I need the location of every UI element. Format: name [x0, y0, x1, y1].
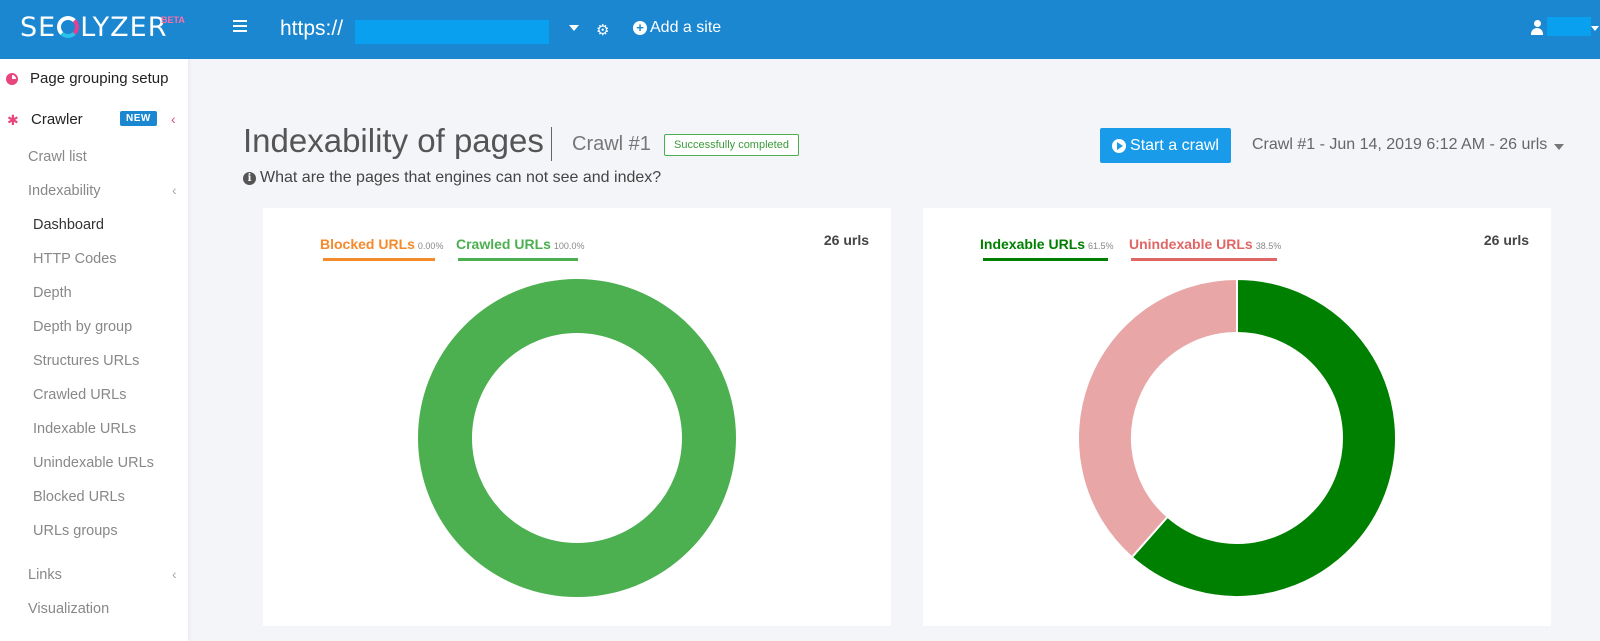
sidebar-subitem-crawled-urls[interactable]: Crawled URLs	[33, 387, 127, 403]
user-caret-icon[interactable]	[1591, 26, 1599, 31]
sidebar-item-crawl-list[interactable]: Crawl list	[28, 149, 87, 165]
donut-slice-indexable-urls[interactable]	[1130, 278, 1397, 598]
sidebar-subitem-indexable-urls[interactable]: Indexable URLs	[33, 421, 137, 437]
site-dropdown-caret-icon[interactable]	[569, 25, 579, 31]
indexable-chart-card: Indexable URLs 61.5% Unindexable URLs 38.5…	[923, 208, 1551, 626]
crawled-donut-chart	[418, 279, 736, 597]
menu-toggle-icon[interactable]	[233, 20, 247, 35]
donut-slice-unindexable-urls[interactable]	[1077, 278, 1238, 559]
chevron-left-icon[interactable]: ‹	[172, 566, 177, 582]
title-divider	[551, 127, 552, 161]
top-navbar: SE LYZER BETA https:// ⚙ + Add a site	[0, 0, 1600, 59]
sidebar-subitem-unindexable-urls[interactable]: Unindexable URLs	[33, 455, 154, 471]
sidebar-subitem-depth-by-group[interactable]: Depth by group	[33, 319, 133, 335]
legend-line-crawled	[458, 258, 578, 261]
legend-indexable[interactable]: Indexable URLs 61.5%	[980, 236, 1114, 254]
legend-pct: 61.5%	[1088, 241, 1114, 251]
crawl-select[interactable]: Crawl #1 - Jun 14, 2019 6:12 AM - 26 url…	[1252, 136, 1548, 153]
sidebar-subitem-dashboard[interactable]: Dashboard	[33, 217, 104, 233]
legend-pct: 100.0%	[553, 241, 585, 251]
subtitle-text: What are the pages that engines can not …	[260, 169, 662, 186]
legend-unindexable[interactable]: Unindexable URLs 38.5%	[1129, 236, 1281, 254]
legend-label: Indexable URLs	[980, 236, 1086, 252]
user-name-redacted[interactable]	[1547, 17, 1591, 36]
app-logo[interactable]: SE LYZER	[20, 12, 167, 43]
urls-count: 26 urls	[823, 232, 869, 248]
info-icon: i	[243, 171, 256, 185]
sidebar-subitem-blocked-urls[interactable]: Blocked URLs	[33, 489, 125, 505]
sidebar-item-visualization[interactable]: Visualization	[28, 601, 110, 617]
indexable-donut-chart	[1077, 278, 1397, 598]
crawled-chart-card: Blocked URLs 0.00% Crawled URLs 100.0% 26 …	[263, 208, 891, 626]
legend-pct: 38.5%	[1255, 241, 1282, 251]
site-url-prefix[interactable]: https://	[280, 17, 344, 40]
pie-chart-icon	[6, 73, 18, 85]
legend-line-indexable	[983, 258, 1108, 261]
sidebar-item-crawler[interactable]: Crawler	[31, 111, 83, 128]
sidebar-item-indexability[interactable]: Indexability	[28, 183, 101, 199]
page-title: Indexability of pages	[243, 122, 544, 159]
logo-suffix: LYZER	[80, 12, 168, 43]
page-subtitle: i What are the pages that engines can no…	[243, 169, 661, 187]
sidebar-subitem-http-codes[interactable]: HTTP Codes	[33, 251, 117, 267]
sidebar-item-links[interactable]: Links	[28, 567, 62, 583]
urls-count: 26 urls	[1483, 232, 1529, 248]
user-icon[interactable]	[1531, 20, 1543, 36]
legend-blocked[interactable]: Blocked URLs 0.00%	[320, 236, 443, 254]
legend-label: Unindexable URLs	[1129, 236, 1253, 252]
start-crawl-button[interactable]: Start a crawl	[1100, 128, 1231, 163]
add-site-label: Add a site	[650, 19, 722, 36]
logo-prefix: SE	[20, 12, 57, 43]
sidebar-subitem-depth[interactable]: Depth	[33, 285, 72, 301]
sidebar-subitem-structures-urls[interactable]: Structures URLs	[33, 353, 140, 369]
add-site-button[interactable]: + Add a site	[633, 19, 721, 37]
gear-icon[interactable]: ⚙	[596, 22, 610, 39]
start-crawl-label: Start a crawl	[1130, 136, 1219, 154]
donut-slice-crawled-urls[interactable]	[418, 279, 736, 597]
sidebar-item-page-grouping[interactable]: Page grouping setup	[30, 70, 169, 87]
legend-pct: 0.00%	[417, 241, 444, 251]
crawl-number: Crawl #1	[572, 133, 651, 155]
play-circle-icon	[1112, 138, 1127, 153]
logo-o-icon	[57, 16, 80, 38]
legend-crawled[interactable]: Crawled URLs 100.0%	[456, 236, 584, 254]
site-url-redacted[interactable]	[355, 20, 549, 44]
sidebar: Page grouping setup ✱ Crawler NEW ‹ Craw…	[0, 59, 188, 641]
legend-label: Crawled URLs	[456, 236, 551, 252]
legend-label: Blocked URLs	[320, 236, 415, 252]
legend-line-blocked	[323, 258, 435, 261]
status-badge: Successfully completed	[664, 134, 799, 156]
plus-circle-icon: +	[633, 21, 647, 35]
legend-line-unindexable	[1131, 258, 1277, 261]
chevron-left-icon[interactable]: ‹	[172, 182, 177, 198]
beta-label: BETA	[161, 15, 185, 25]
spider-icon: ✱	[7, 112, 19, 128]
new-badge: NEW	[120, 111, 157, 126]
sidebar-subitem-urls-groups[interactable]: URLs groups	[33, 523, 118, 539]
crawl-select-caret-icon[interactable]	[1554, 144, 1564, 150]
chevron-left-icon[interactable]: ‹	[171, 111, 176, 127]
